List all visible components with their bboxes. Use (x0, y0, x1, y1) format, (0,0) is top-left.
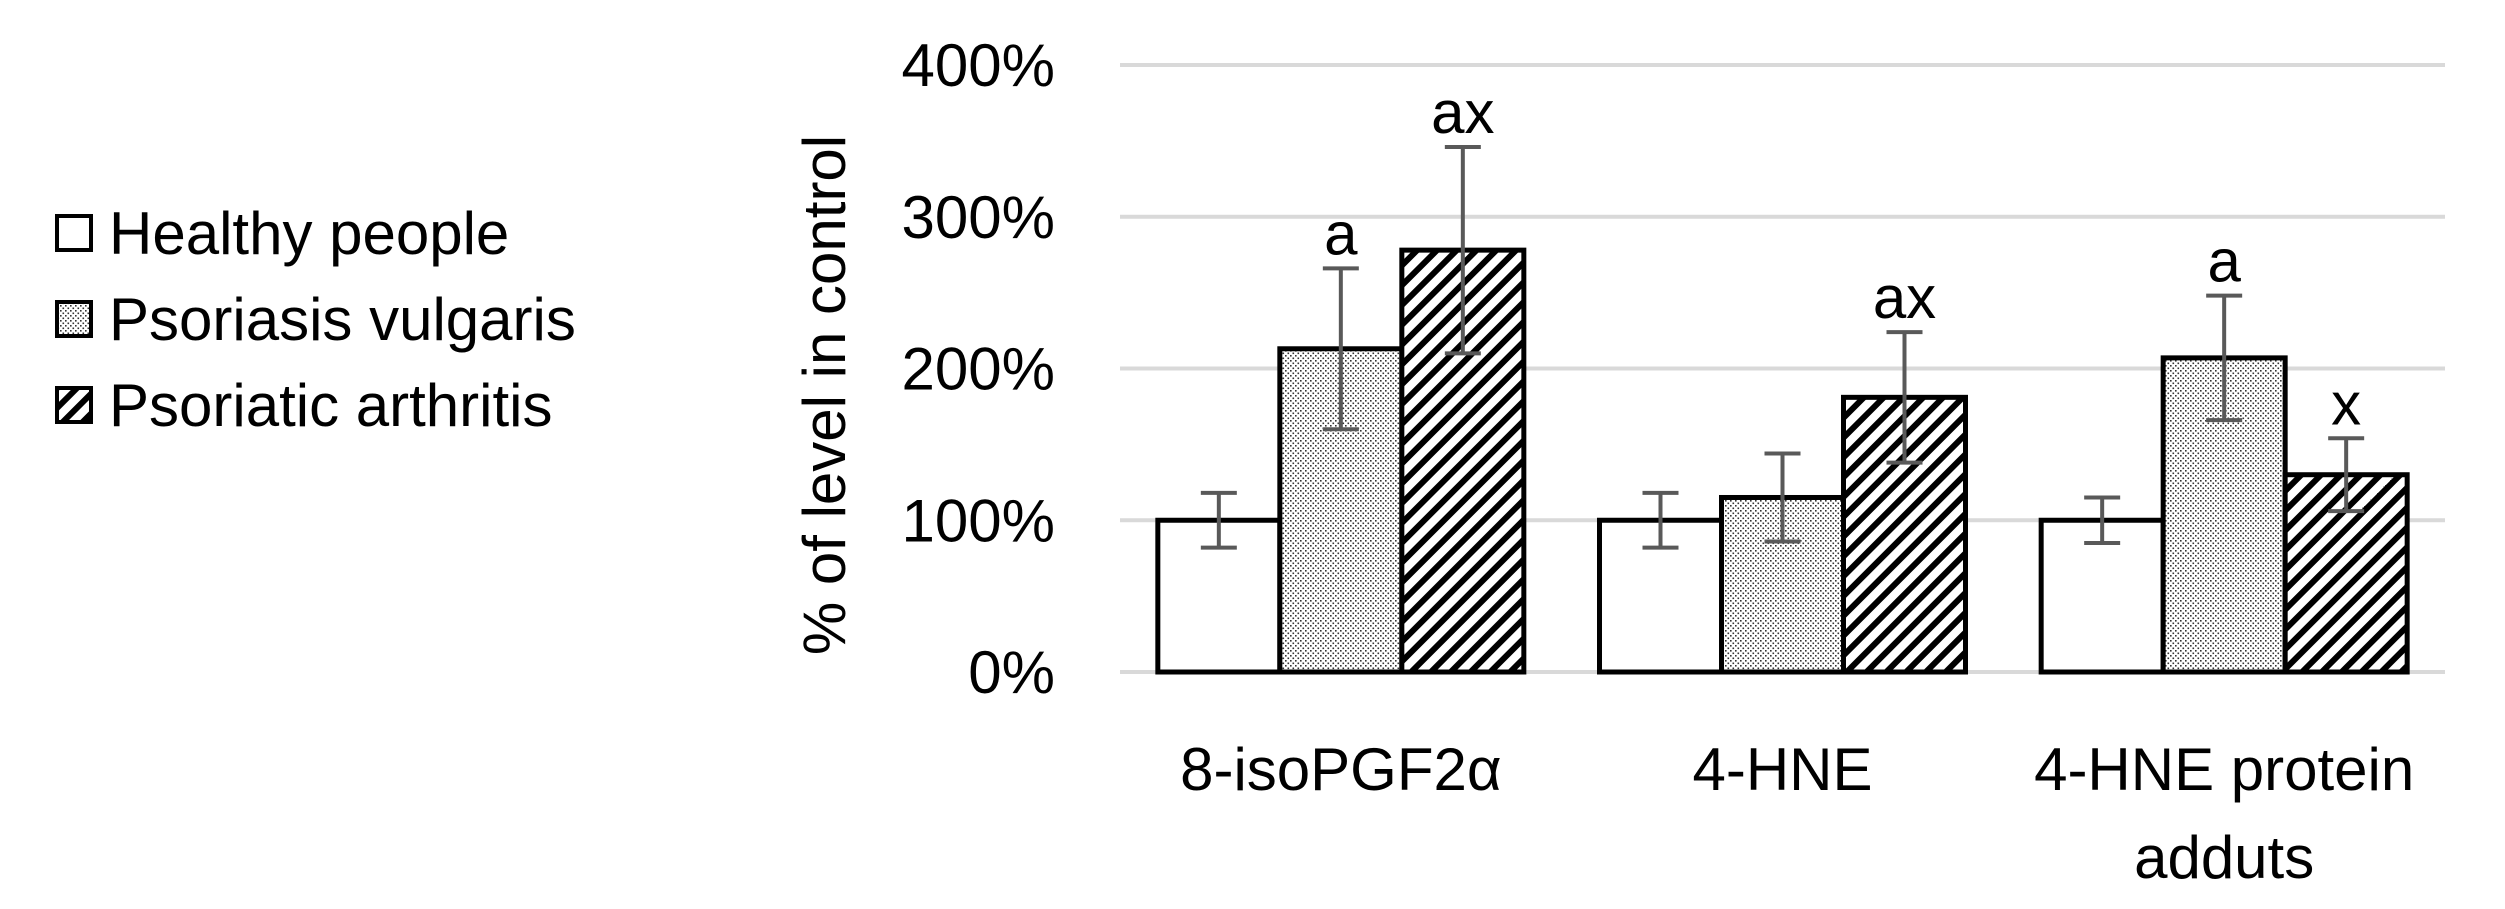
x-tick-label: 4-HNE (1692, 736, 1872, 803)
y-tick-label: 200% (902, 336, 1055, 403)
significance-label: ax (1431, 79, 1494, 146)
legend-item-healthy-people: Healthy people (55, 190, 576, 276)
legend-swatch-dotted (55, 300, 93, 338)
x-tick-label: 8-isoPGF2α (1180, 736, 1501, 803)
x-tick-labels: 8-isoPGF2α 4-HNE 4-HNE protein adduts (1180, 736, 2414, 891)
y-axis-label: % of level in control (791, 135, 858, 655)
significance-labels: a a ax ax x (1324, 79, 2361, 437)
x-tick-label: adduts (2134, 824, 2314, 891)
legend-swatch-hatched (55, 386, 93, 424)
significance-label: ax (1873, 264, 1936, 331)
legend-swatch-white (55, 214, 93, 252)
significance-label: x (2331, 370, 2361, 437)
legend-label: Healthy people (109, 199, 510, 267)
significance-label: a (1324, 200, 1358, 267)
legend-item-psoriasis-vulgaris: Psoriasis vulgaris (55, 276, 576, 362)
x-tick-label: 4-HNE protein (2034, 736, 2414, 803)
legend-label: Psoriatic arthritis (109, 371, 553, 439)
legend: Healthy people Psoriasis vulgaris Psoria… (55, 190, 576, 448)
y-tick-label: 300% (902, 184, 1055, 251)
significance-label: a (2207, 228, 2241, 295)
y-tick-label: 0% (968, 639, 1055, 706)
legend-item-psoriatic-arthritis: Psoriatic arthritis (55, 362, 576, 448)
error-bars (1200, 144, 2365, 550)
legend-label: Psoriasis vulgaris (109, 285, 576, 353)
y-tick-label: 400% (902, 32, 1055, 99)
y-tick-label: 100% (902, 487, 1055, 554)
y-tick-labels: 0% 100% 200% 300% 400% (902, 32, 1055, 706)
